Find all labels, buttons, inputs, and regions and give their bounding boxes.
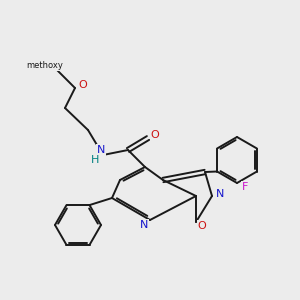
Text: F: F [242,182,248,192]
Text: N: N [216,189,224,199]
Text: O: O [151,130,159,140]
Text: O: O [79,80,87,90]
Text: H: H [91,155,99,165]
Text: O: O [198,221,206,231]
Text: N: N [140,220,148,230]
Text: N: N [97,145,105,155]
Text: methoxy: methoxy [27,61,63,70]
